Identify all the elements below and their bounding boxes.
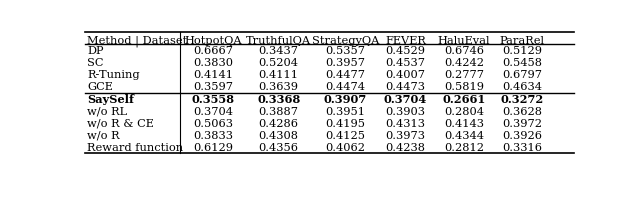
Text: 0.4007: 0.4007 xyxy=(386,70,426,80)
Text: 0.3437: 0.3437 xyxy=(259,46,299,56)
Text: 0.5129: 0.5129 xyxy=(502,46,542,56)
Text: 0.4125: 0.4125 xyxy=(326,131,365,141)
Text: ParaRel: ParaRel xyxy=(500,36,545,46)
Text: HotpotQA: HotpotQA xyxy=(184,36,242,46)
Text: w/o R & CE: w/o R & CE xyxy=(88,119,154,129)
Text: 0.3926: 0.3926 xyxy=(502,131,542,141)
Text: 0.4344: 0.4344 xyxy=(444,131,484,141)
Text: 0.4473: 0.4473 xyxy=(386,83,426,92)
Text: 0.3973: 0.3973 xyxy=(386,131,426,141)
Text: 0.4529: 0.4529 xyxy=(386,46,426,56)
Text: 0.4474: 0.4474 xyxy=(326,83,365,92)
Text: 0.3830: 0.3830 xyxy=(193,58,234,68)
Text: 0.3597: 0.3597 xyxy=(193,83,234,92)
Text: 0.3907: 0.3907 xyxy=(324,94,367,105)
Text: 0.2812: 0.2812 xyxy=(444,143,484,153)
Text: w/o R: w/o R xyxy=(88,131,120,141)
Text: 0.3272: 0.3272 xyxy=(500,94,544,105)
Text: 0.6797: 0.6797 xyxy=(502,70,542,80)
Text: 0.4195: 0.4195 xyxy=(326,119,365,129)
Text: 0.5819: 0.5819 xyxy=(444,83,484,92)
Text: 0.6746: 0.6746 xyxy=(444,46,484,56)
Text: 0.3316: 0.3316 xyxy=(502,143,542,153)
Text: DP: DP xyxy=(88,46,104,56)
Text: R-Tuning: R-Tuning xyxy=(88,70,140,80)
Text: 0.5357: 0.5357 xyxy=(326,46,365,56)
Text: 0.5458: 0.5458 xyxy=(502,58,542,68)
Text: 0.3972: 0.3972 xyxy=(502,119,542,129)
Text: 0.4313: 0.4313 xyxy=(386,119,426,129)
Text: 0.3957: 0.3957 xyxy=(326,58,365,68)
Text: 0.4537: 0.4537 xyxy=(386,58,426,68)
Text: 0.3704: 0.3704 xyxy=(193,107,234,117)
Text: TruthfulQA: TruthfulQA xyxy=(246,36,311,46)
Text: 0.2661: 0.2661 xyxy=(442,94,486,105)
Text: 0.4111: 0.4111 xyxy=(259,70,299,80)
Text: GCE: GCE xyxy=(88,83,113,92)
Text: SaySelf: SaySelf xyxy=(88,94,134,105)
Text: HaluEval: HaluEval xyxy=(438,36,490,46)
Text: 0.3903: 0.3903 xyxy=(386,107,426,117)
Text: 0.2804: 0.2804 xyxy=(444,107,484,117)
Text: 0.2777: 0.2777 xyxy=(444,70,484,80)
Text: 0.3951: 0.3951 xyxy=(326,107,365,117)
Text: 0.3887: 0.3887 xyxy=(259,107,299,117)
Text: 0.5063: 0.5063 xyxy=(193,119,234,129)
Text: SC: SC xyxy=(88,58,104,68)
Text: StrategyQA: StrategyQA xyxy=(312,36,380,46)
Text: 0.3639: 0.3639 xyxy=(259,83,299,92)
Text: 0.4062: 0.4062 xyxy=(326,143,365,153)
Text: 0.4242: 0.4242 xyxy=(444,58,484,68)
Text: 0.4286: 0.4286 xyxy=(259,119,299,129)
Text: 0.4143: 0.4143 xyxy=(444,119,484,129)
Text: 0.4238: 0.4238 xyxy=(386,143,426,153)
Text: 0.3704: 0.3704 xyxy=(384,94,428,105)
Text: 0.3558: 0.3558 xyxy=(192,94,235,105)
Text: 0.3628: 0.3628 xyxy=(502,107,542,117)
Text: Reward function: Reward function xyxy=(88,143,184,153)
Text: 0.4356: 0.4356 xyxy=(259,143,299,153)
Text: 0.4141: 0.4141 xyxy=(193,70,234,80)
Text: 0.4477: 0.4477 xyxy=(326,70,365,80)
Text: 0.4634: 0.4634 xyxy=(502,83,542,92)
Text: 0.6129: 0.6129 xyxy=(193,143,234,153)
Text: FEVER: FEVER xyxy=(385,36,426,46)
Text: 0.3833: 0.3833 xyxy=(193,131,234,141)
Text: 0.5204: 0.5204 xyxy=(259,58,299,68)
Text: 0.4308: 0.4308 xyxy=(259,131,299,141)
Text: Method | Dataset: Method | Dataset xyxy=(88,35,188,47)
Text: 0.3368: 0.3368 xyxy=(257,94,300,105)
Text: 0.6667: 0.6667 xyxy=(193,46,234,56)
Text: w/o RL: w/o RL xyxy=(88,107,127,117)
